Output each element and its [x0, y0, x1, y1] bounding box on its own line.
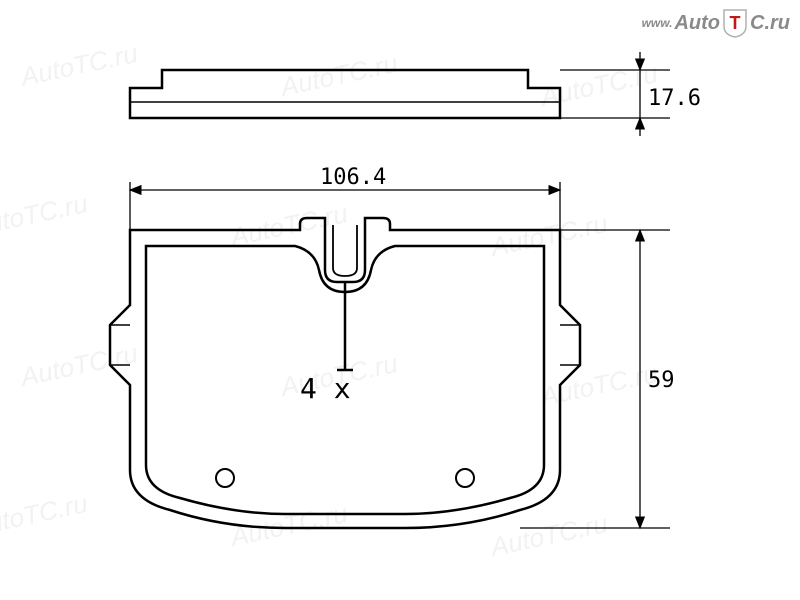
dimension-height-label: 59 — [648, 368, 675, 393]
logo-suffix: C.ru — [750, 12, 790, 35]
svg-text:T: T — [730, 13, 741, 33]
dimension-width-label: 106.4 — [320, 165, 386, 190]
quantity-marking: 4 x — [300, 372, 351, 405]
dimension-thickness-label: 17.6 — [648, 86, 701, 111]
logo-prefix: www. — [642, 16, 673, 30]
logo-shield-icon: T — [722, 8, 748, 38]
logo-main: Auto — [674, 12, 720, 35]
drawing-canvas: AutoTC.ruAutoTC.ruAutoTC.ruAutoTC.ruAuto… — [0, 0, 800, 600]
site-logo: www. Auto T C.ru — [642, 8, 790, 38]
